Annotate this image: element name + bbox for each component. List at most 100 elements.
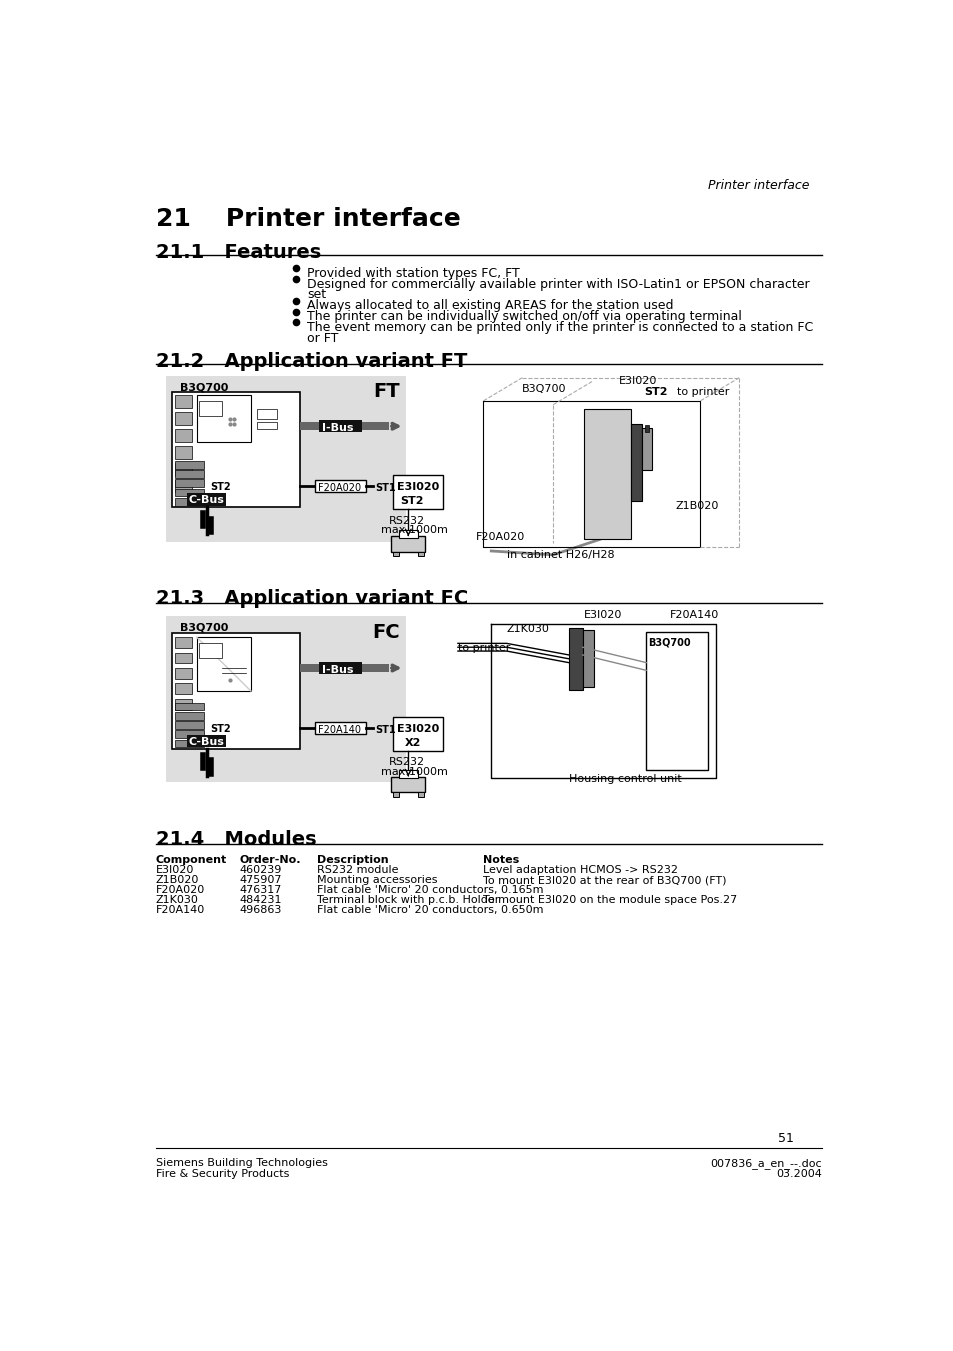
Text: 21.1   Features: 21.1 Features [155,243,320,262]
Text: 21    Printer interface: 21 Printer interface [155,207,460,231]
Bar [174,721,204,728]
Bar [174,396,192,408]
Bar [174,470,204,478]
Text: to printer: to printer [677,386,729,397]
Text: I-Bus: I-Bus [321,665,353,676]
Text: ST2: ST2 [400,496,424,507]
Text: Notes: Notes [483,855,519,865]
Text: 496863: 496863 [239,905,281,915]
Bar [196,638,251,692]
Bar [187,735,226,747]
Text: E3I020: E3I020 [396,724,438,734]
Bar [583,408,630,539]
Bar [196,396,251,442]
Text: F20A020: F20A020 [476,532,524,542]
Text: 475907: 475907 [239,875,281,885]
Bar [299,665,389,671]
Bar [174,638,192,648]
Bar [174,739,204,747]
Bar [641,428,651,470]
Bar [174,684,192,694]
Text: in cabinet H26/H28: in cabinet H26/H28 [506,550,614,561]
Bar [174,489,204,496]
Bar [174,461,204,469]
Bar [398,770,417,778]
Text: Z1K030: Z1K030 [155,896,198,905]
Bar [187,493,226,505]
Bar [315,721,365,734]
Text: Component: Component [155,855,227,865]
Bar [319,420,361,432]
Text: F20A020: F20A020 [155,885,205,896]
Text: 484231: 484231 [239,896,281,905]
Bar [172,634,299,748]
Bar [174,667,192,678]
Bar [174,430,192,442]
Text: 21.4   Modules: 21.4 Modules [155,831,316,850]
Text: 03.2004: 03.2004 [776,1169,821,1179]
Text: The event memory can be printed only if the printer is connected to a station FC: The event memory can be printed only if … [307,320,812,334]
Text: RS232: RS232 [389,516,425,526]
Bar [393,716,443,751]
Text: F20A140: F20A140 [155,905,205,915]
Text: B3Q700: B3Q700 [179,382,228,392]
Text: To mount E3I020 at the rear of B3Q700 (FT): To mount E3I020 at the rear of B3Q700 (F… [483,875,726,885]
Bar [417,792,423,797]
Text: RS232: RS232 [389,758,425,767]
Bar [299,423,389,430]
Text: Z1K030: Z1K030 [506,624,549,634]
Text: Description: Description [316,855,388,865]
Text: Provided with station types FC, FT: Provided with station types FC, FT [307,267,519,280]
Bar [417,551,423,557]
Text: B3Q700: B3Q700 [179,623,228,632]
Text: The printer can be individually switched on/off via operating terminal: The printer can be individually switched… [307,309,740,323]
Text: Designed for commercially available printer with ISO-Latin1 or EPSON character: Designed for commercially available prin… [307,277,808,290]
Text: F20A020: F20A020 [317,484,360,493]
Bar [166,616,406,782]
Bar [393,551,398,557]
Bar [174,698,192,709]
Bar [174,497,204,505]
Text: C-Bus: C-Bus [189,494,225,505]
Text: ST2: ST2 [643,386,667,397]
Bar [398,530,417,538]
Text: Terminal block with p.c.b. Holder: Terminal block with p.c.b. Holder [316,896,498,905]
Text: Fire & Security Products: Fire & Security Products [155,1169,289,1179]
Text: Printer interface: Printer interface [707,180,809,192]
Bar [166,376,406,542]
Text: Mounting accessories: Mounting accessories [316,875,436,885]
Text: F20A140: F20A140 [317,725,360,735]
Text: 51: 51 [777,1132,793,1146]
Bar [174,480,204,488]
Text: Flat cable 'Micro' 20 conductors, 0.650m: Flat cable 'Micro' 20 conductors, 0.650m [316,905,543,915]
Text: To mount E3I020 on the module space Pos.27: To mount E3I020 on the module space Pos.… [483,896,737,905]
Text: FC: FC [372,623,399,642]
Bar [174,703,204,711]
Text: E3I020: E3I020 [583,611,622,620]
Text: 21.3   Application variant FC: 21.3 Application variant FC [155,589,467,608]
Text: set: set [307,288,326,301]
Text: to printer: to printer [457,643,510,654]
Bar [393,792,398,797]
Text: C-Bus: C-Bus [189,736,225,747]
Text: E3I020: E3I020 [396,482,438,493]
Bar [174,412,192,424]
Text: Siemens Building Technologies: Siemens Building Technologies [155,1159,327,1169]
Bar [630,424,641,501]
Text: 460239: 460239 [239,865,281,875]
Bar [174,446,192,458]
Text: E3I020: E3I020 [618,376,657,386]
Bar [174,463,192,476]
Bar [644,426,649,431]
Text: or FT: or FT [307,331,337,345]
Text: Z1B020: Z1B020 [675,501,719,511]
Bar [199,401,222,416]
Text: RS232 module: RS232 module [316,865,398,875]
Bar [393,474,443,509]
Bar [174,653,192,663]
Bar [391,536,425,551]
Text: Flat cable 'Micro' 20 conductors, 0.165m: Flat cable 'Micro' 20 conductors, 0.165m [316,885,543,896]
Bar [257,423,276,428]
Text: 476317: 476317 [239,885,281,896]
Text: B3Q700: B3Q700 [521,384,566,394]
